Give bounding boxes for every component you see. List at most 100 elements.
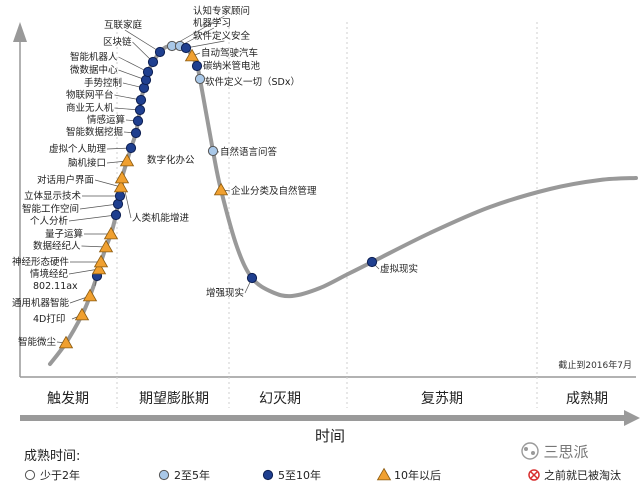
technology-label: 脑机接口 (68, 157, 106, 169)
technology-label: 企业分类及自然管理 (231, 185, 317, 197)
technology-label: 互联家庭 (104, 19, 143, 31)
legend-label-gt10: 10年以后 (394, 468, 441, 482)
phase-label-peak: 期望膨胀期 (139, 390, 209, 407)
technology-label: 通用机器智能 (12, 297, 70, 309)
phase-label-trough: 幻灭期 (259, 391, 301, 407)
phase-label-slope: 复苏期 (421, 390, 463, 407)
technology-marker (132, 115, 144, 127)
technology-marker (113, 179, 129, 193)
brand-logo-dot-icon (524, 447, 528, 451)
technology-label: 神经形态硬件 (12, 256, 70, 268)
technology-marker (91, 261, 107, 275)
technology-marker (180, 42, 192, 54)
technology-label: 认知专家顾问 (193, 5, 250, 17)
technology-label: 物联网平台 (66, 89, 114, 101)
brand-logo-icon (521, 442, 539, 460)
technology-marker (142, 66, 154, 78)
technology-label: 机器学习 (193, 17, 231, 29)
legend-title: 成熟时间: (24, 448, 80, 464)
technology-label: 虚拟个人助理 (49, 143, 107, 155)
y-axis-arrow-icon (13, 22, 27, 42)
technology-marker (207, 145, 219, 157)
technology-marker (93, 254, 109, 268)
annotation-label: 数字化办公 (147, 154, 195, 166)
technology-leader-line (79, 203, 119, 210)
legend-label-obsolete: 之前就已被淘汰 (544, 468, 621, 482)
technology-marker (134, 104, 146, 116)
technology-marker (130, 127, 142, 139)
technology-marker (154, 46, 166, 58)
technology-leader-line (81, 245, 107, 248)
technology-label: 人类机能增进 (132, 212, 190, 224)
technology-label: 对话用户界面 (37, 174, 94, 186)
technology-marker (125, 142, 137, 154)
phase-label-trigger: 触发期 (47, 391, 89, 407)
hype-curve (48, 43, 638, 366)
technology-leader-line (94, 179, 122, 188)
technology-label: 智能数据挖掘 (66, 126, 123, 138)
technology-label: 个人分析 (30, 215, 69, 227)
technology-label: 微数据中心 (70, 64, 118, 76)
technology-label: 区块链 (103, 36, 132, 48)
phase-label-plateau: 成熟期 (566, 391, 608, 407)
date-note: 截止到2016年7月 (558, 359, 632, 371)
technology-label: 立体显示技术 (24, 190, 82, 202)
phase-separators (116, 22, 538, 408)
technology-label: 增强现实 (206, 287, 244, 299)
x-axis-title: 时间 (315, 427, 345, 445)
technology-label: 量子运算 (45, 228, 83, 240)
technology-marker (135, 94, 147, 106)
technology-label: 情境经纪 (30, 268, 69, 280)
axes (13, 22, 640, 426)
leader-lines (56, 15, 380, 344)
technology-marker (114, 170, 130, 184)
technology-leader-line (68, 214, 117, 222)
technology-marker (246, 272, 258, 284)
technology-leader-line (118, 56, 149, 73)
technology-marker (58, 335, 74, 349)
legend-marker-obsolete (528, 469, 540, 481)
technology-markers (58, 40, 378, 349)
legend-marker-2to5 (158, 469, 170, 481)
technology-leader-line (68, 268, 100, 275)
technology-label: 手势控制 (84, 77, 122, 89)
technology-label: 软件定义一切（SDx） (205, 76, 300, 88)
technology-label: 情感运算 (87, 114, 125, 126)
legend-marker-gt10 (376, 467, 392, 481)
technology-label: 4D打印 (33, 313, 65, 325)
technology-marker (74, 307, 90, 321)
technology-label: 802.11ax (33, 281, 78, 292)
technology-marker (184, 48, 200, 62)
technology-label: 数据经纪人 (33, 240, 81, 252)
technology-marker (110, 209, 122, 221)
technology-marker (114, 190, 126, 202)
brand-text: 三思派 (543, 443, 588, 461)
time-axis-arrow-icon (624, 410, 640, 426)
technology-label: 碳纳米管电池 (203, 60, 261, 72)
technology-label: 智能工作空间 (22, 203, 79, 215)
technology-marker (366, 256, 378, 268)
technology-label: 智能微尘 (18, 336, 57, 348)
legend-label-lt2: 少于2年 (40, 468, 80, 482)
phase-labels: 触发期 期望膨胀期 幻灭期 复苏期 成熟期 (47, 390, 608, 407)
technology-label: 自动驾驶汽车 (201, 47, 258, 59)
technology-label: 虚拟现实 (380, 263, 418, 275)
brand-logo-dot2-icon (531, 451, 535, 455)
technology-leader-line (185, 40, 225, 49)
technology-marker (191, 60, 203, 72)
technology-marker (147, 56, 159, 68)
technology-label: 商业无人机 (66, 102, 114, 114)
technology-marker (103, 226, 119, 240)
technology-marker (119, 153, 135, 167)
legend-label-5to10: 5至10年 (278, 468, 321, 482)
legend: 少于2年 2至5年 5至10年 10年以后 之前就已被淘汰 (24, 467, 621, 482)
brand-watermark: 三思派 (521, 442, 589, 461)
technology-marker (194, 73, 206, 85)
technology-marker (98, 239, 114, 253)
legend-marker-5to10 (262, 469, 274, 481)
technology-label: 自然语言问答 (220, 146, 278, 158)
legend-marker-lt2 (24, 469, 36, 481)
